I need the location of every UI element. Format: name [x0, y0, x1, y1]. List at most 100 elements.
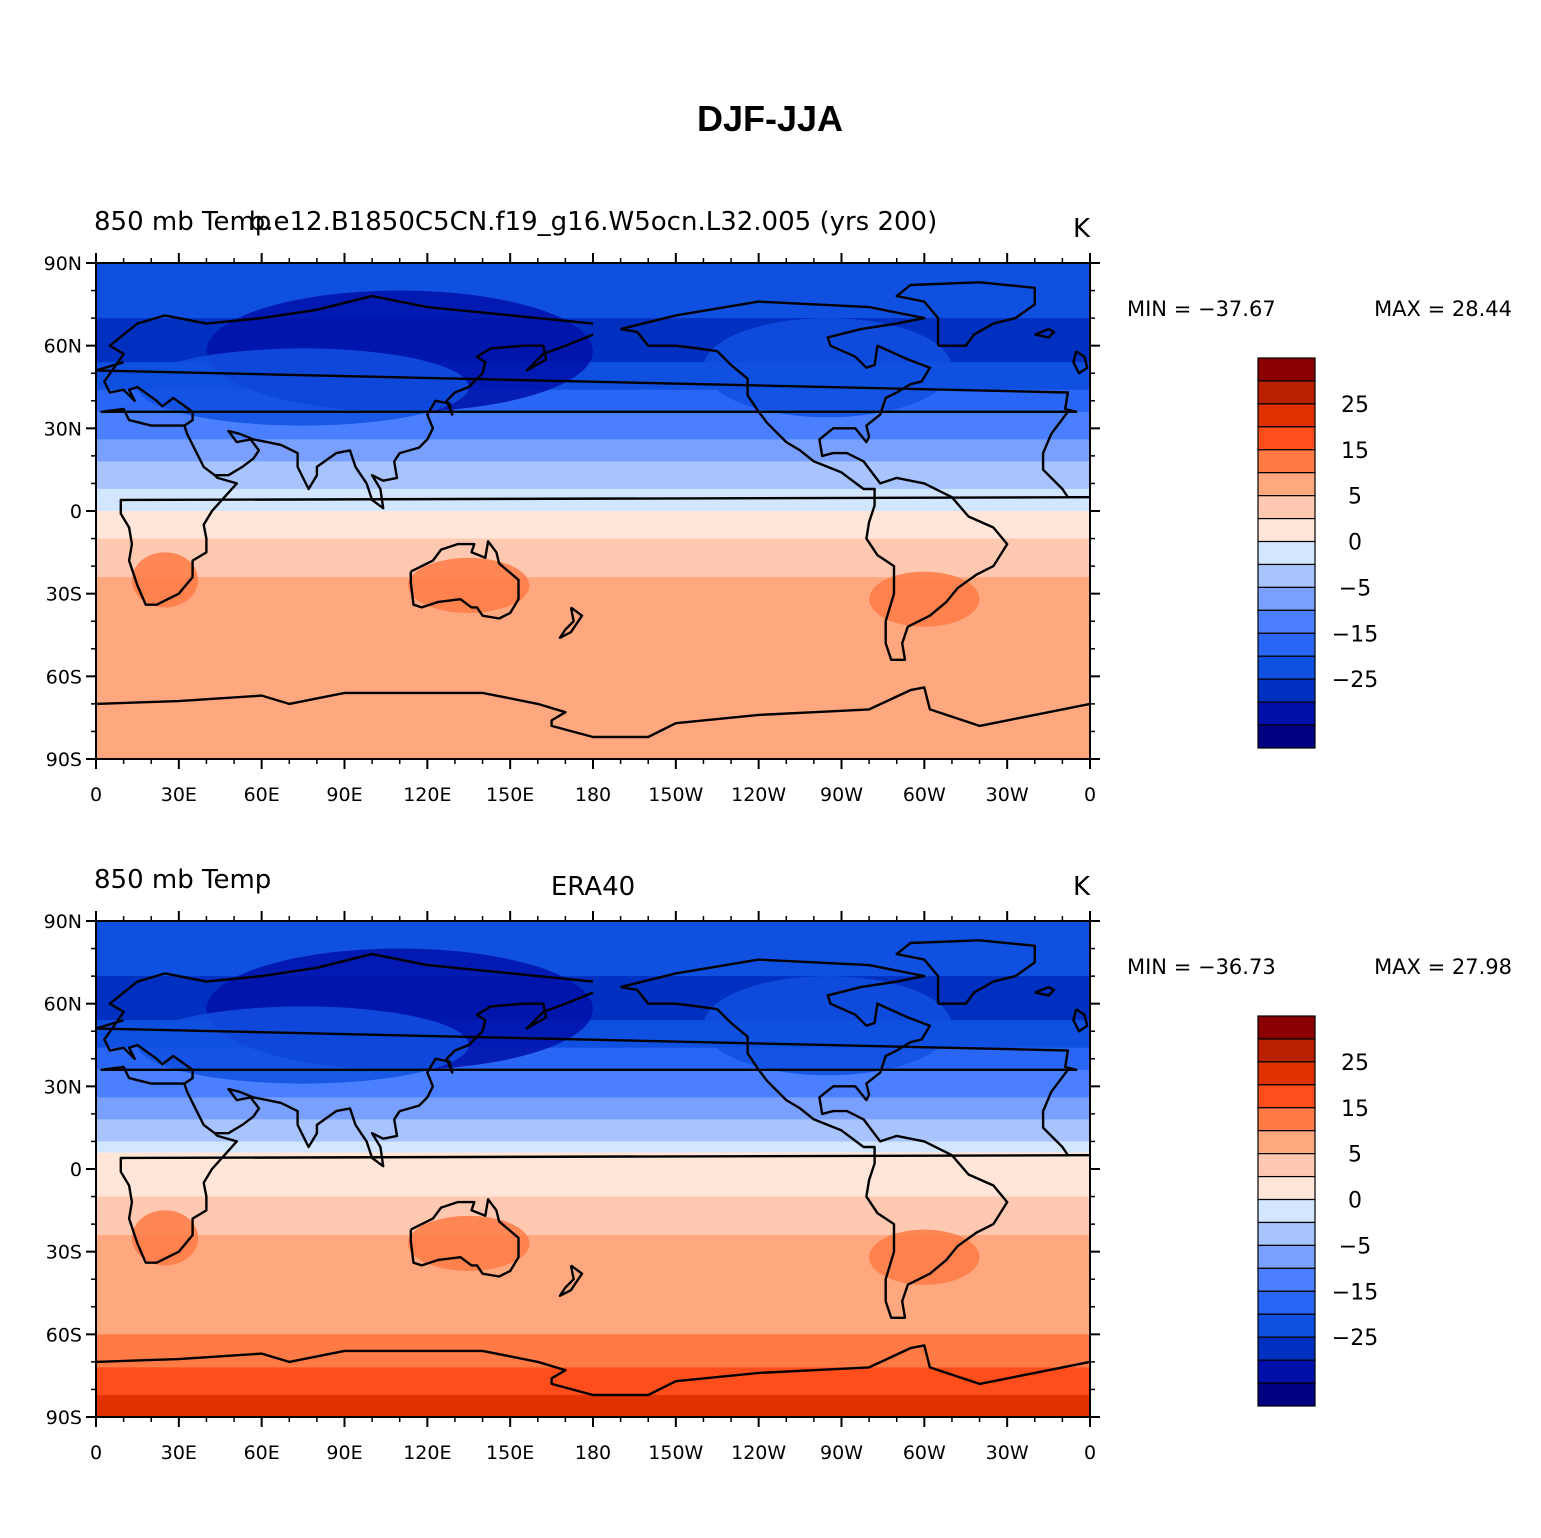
coastline: [119, 1069, 1090, 1264]
colorbar-swatch: [1257, 724, 1316, 749]
temperature-band: [96, 987, 1090, 994]
temperature-band: [96, 1240, 1090, 1247]
colorbar-label: −25: [1332, 668, 1378, 693]
lon-tick-label: 60E: [244, 1442, 280, 1464]
temperature-band: [96, 395, 1090, 402]
colorbar-swatch: [1257, 1175, 1316, 1201]
temperature-band: [96, 1146, 1090, 1154]
temperature-band: [96, 472, 1090, 479]
lat-tick-label: 90S: [46, 1407, 82, 1429]
temperature-band: [96, 720, 1090, 727]
colorbar-swatch: [1257, 1267, 1316, 1292]
colorbar-swatch: [1257, 1359, 1316, 1384]
colorbar-label: −15: [1332, 1280, 1378, 1305]
colorbar-swatch: [1257, 1130, 1316, 1155]
temperature-band: [96, 1053, 1090, 1060]
temperature-band: [96, 921, 1090, 928]
temperature-band: [96, 428, 1090, 435]
temperature-band: [96, 345, 1090, 352]
lat-tick-label: 90N: [44, 911, 82, 933]
temperature-band: [96, 1157, 1090, 1165]
temperature-band: [96, 406, 1090, 413]
temperature-anomaly-region: [703, 318, 952, 418]
temperature-band: [96, 274, 1090, 281]
temperature-band: [96, 1400, 1090, 1407]
coastline: [1034, 985, 1056, 997]
temperature-band: [96, 703, 1090, 710]
temperature-band: [96, 384, 1090, 391]
temperature-band: [96, 965, 1090, 972]
temperature-band: [96, 367, 1090, 374]
colorbar-swatch: [1257, 1084, 1316, 1109]
temperature-band: [96, 329, 1090, 336]
temperature-band: [96, 373, 1090, 380]
temperature-band: [96, 1268, 1090, 1275]
lat-tick-label: 30S: [46, 584, 82, 606]
temperature-band: [96, 1169, 1090, 1176]
temperature-band: [96, 1306, 1090, 1313]
temperature-band: [96, 1113, 1090, 1120]
colorbar-label: 25: [1341, 1051, 1369, 1076]
temperature-band: [96, 1075, 1090, 1082]
temperature-band: [96, 1058, 1090, 1065]
colorbar-label: 25: [1341, 393, 1369, 418]
colorbar-swatch: [1257, 1153, 1316, 1178]
lon-tick-label: 0: [1084, 784, 1096, 806]
temperature-band: [96, 1207, 1090, 1214]
coastline: [409, 540, 520, 620]
temperature-anomaly-region: [137, 348, 469, 426]
lat-tick-label: 60N: [44, 994, 82, 1016]
lon-tick-label: 150E: [486, 784, 534, 806]
map-panel-era40: 850 mb Temp ERA40 K MIN = −36.73 MAX = 2…: [44, 865, 1512, 1464]
coastline: [620, 958, 1009, 1320]
temperature-band: [96, 1025, 1090, 1032]
temperature-band: [96, 1383, 1090, 1391]
temperature-band: [96, 516, 1090, 523]
coastline: [96, 686, 1090, 739]
colorbar-swatch: [1257, 1244, 1316, 1269]
temperature-band: [96, 648, 1090, 655]
temperature-band: [96, 981, 1090, 988]
temperature-band: [96, 334, 1090, 341]
coastline: [96, 1344, 1090, 1397]
temperature-band: [96, 736, 1090, 744]
lat-tick-label: 60S: [46, 666, 82, 688]
temperature-band: [96, 1257, 1090, 1264]
temperature-band: [96, 538, 1090, 545]
lon-tick-label: 120E: [403, 784, 451, 806]
temperature-band: [96, 444, 1090, 451]
lon-tick-label: 150E: [486, 1442, 534, 1464]
temperature-band: [96, 1047, 1090, 1054]
temperature-band: [96, 1196, 1090, 1203]
colorbar: 25 15 5 0 −5 −15 −25: [1257, 357, 1378, 749]
lon-tick-label: 0: [90, 784, 102, 806]
figure-title: DJF-JJA: [697, 98, 843, 139]
temperature-band: [96, 439, 1090, 446]
temperature-band: [96, 1235, 1090, 1242]
temperature-band: [96, 301, 1090, 308]
lat-tick-label: 60N: [44, 336, 82, 358]
colorbar-swatch: [1257, 449, 1316, 474]
colorbar-swatch: [1257, 1015, 1316, 1040]
panel-center-string: b.e12.B1850C5CN.f19_g16.W5ocn.L32.005 (y…: [249, 207, 938, 237]
colorbar-swatch: [1257, 1061, 1316, 1086]
temperature-band: [96, 1224, 1090, 1231]
coastlines: [96, 939, 1090, 1397]
lat-tick-label: 30N: [44, 1076, 82, 1098]
temperature-band: [96, 1279, 1090, 1286]
temperature-band: [96, 312, 1090, 319]
temperature-band: [96, 1334, 1090, 1341]
temperature-band: [96, 954, 1090, 961]
temperature-band: [96, 417, 1090, 424]
temperature-band: [96, 992, 1090, 999]
min-value: MIN = −36.73: [1127, 955, 1276, 979]
lon-tick-label: 30W: [986, 784, 1029, 806]
temperature-band: [96, 1312, 1090, 1319]
temperature-band: [96, 1394, 1090, 1402]
temperature-band: [96, 422, 1090, 429]
colorbar-swatch: [1257, 380, 1316, 405]
temperature-band: [96, 1191, 1090, 1198]
colorbar-swatch: [1257, 632, 1316, 657]
coastline: [96, 952, 1078, 1085]
temperature-band: [96, 1262, 1090, 1269]
